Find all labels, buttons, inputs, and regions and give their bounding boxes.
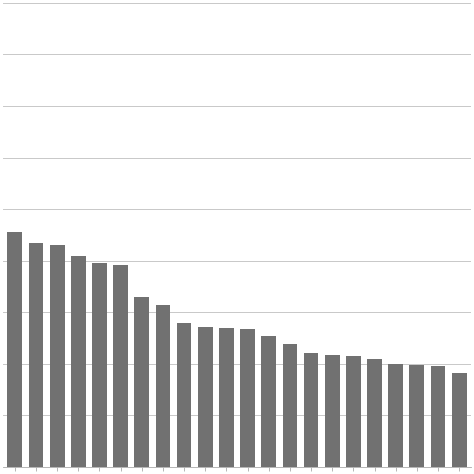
Bar xyxy=(113,265,128,467)
Bar xyxy=(388,364,403,467)
Bar xyxy=(283,344,297,467)
Bar xyxy=(177,323,191,467)
Bar xyxy=(134,297,149,467)
Bar xyxy=(410,365,424,467)
Bar xyxy=(198,327,213,467)
Bar xyxy=(155,305,170,467)
Bar xyxy=(71,255,86,467)
Bar xyxy=(431,366,446,467)
Bar xyxy=(92,263,107,467)
Bar xyxy=(304,353,319,467)
Bar xyxy=(50,245,64,467)
Bar xyxy=(8,232,22,467)
Bar xyxy=(325,355,340,467)
Bar xyxy=(240,329,255,467)
Bar xyxy=(219,328,234,467)
Bar xyxy=(367,359,382,467)
Bar xyxy=(346,356,361,467)
Bar xyxy=(28,243,43,467)
Bar xyxy=(261,336,276,467)
Bar xyxy=(452,373,466,467)
